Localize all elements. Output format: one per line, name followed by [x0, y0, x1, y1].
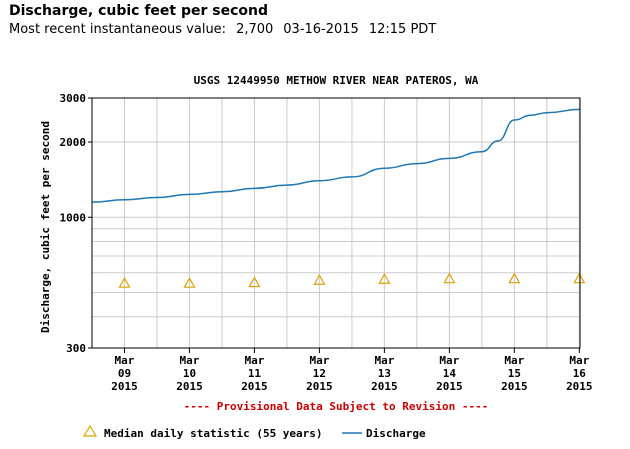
chart-title: USGS 12449950 METHOW RIVER NEAR PATEROS,…	[194, 74, 479, 87]
recent-date: 03-16-2015	[283, 22, 359, 37]
recent-time: 12:15 PDT	[368, 22, 437, 37]
x-tick-label: Mar	[374, 354, 394, 367]
x-tick-label: Mar	[180, 354, 200, 367]
x-tick-label: 2015	[306, 380, 333, 393]
discharge-line	[91, 108, 581, 203]
x-tick-label: 11	[248, 367, 262, 380]
x-tick-label: 2015	[111, 380, 138, 393]
median-marker	[443, 272, 456, 284]
series-layer	[91, 108, 586, 288]
median-marker	[248, 276, 261, 288]
y-tick-label: 1000	[60, 211, 87, 224]
page-title: Discharge, cubic feet per second	[9, 3, 269, 19]
x-tick-label: 2015	[371, 380, 398, 393]
x-tick-label: 14	[443, 367, 457, 380]
plot-frame	[91, 97, 581, 349]
x-tick-label: Mar	[309, 354, 329, 367]
x-tick-label: 2015	[501, 380, 528, 393]
x-tick-label: 2015	[566, 380, 593, 393]
x-tick-label: 16	[573, 367, 587, 380]
x-tick-label: 2015	[241, 380, 268, 393]
x-tick-label: 10	[183, 367, 196, 380]
x-tick-label: 2015	[436, 380, 463, 393]
median-marker	[573, 272, 586, 284]
x-tick-label: 2015	[176, 380, 203, 393]
median-marker	[183, 276, 196, 288]
x-tick-label: Mar	[115, 354, 135, 367]
x-tick-label: 09	[118, 367, 131, 380]
x-tick-label: 15	[508, 367, 521, 380]
x-tick-label: Mar	[569, 354, 589, 367]
y-axis-label: Discharge, cubic feet per second	[39, 121, 52, 333]
y-tick-label: 2000	[60, 136, 87, 149]
median-marker	[508, 272, 521, 284]
x-tick-label: 12	[313, 367, 326, 380]
median-marker	[378, 273, 391, 284]
y-tick-labels: 300 1000 2000 3000	[60, 92, 92, 355]
y-tick-label: 3000	[60, 92, 87, 105]
x-tick-label: 13	[378, 367, 391, 380]
median-marker	[313, 273, 326, 285]
median-marker	[118, 276, 131, 288]
x-tick-label: Mar	[439, 354, 459, 367]
recent-value-label: Most recent instantaneous value:	[9, 22, 227, 37]
legend: Median daily statistic (55 years) Discha…	[82, 424, 426, 440]
grid-layer	[92, 98, 580, 348]
legend-median-label: Median daily statistic (55 years)	[104, 427, 323, 440]
provisional-notice: ---- Provisional Data Subject to Revisio…	[184, 400, 489, 413]
recent-value: 2,700	[236, 22, 274, 37]
x-tick-label: Mar	[245, 354, 265, 367]
x-tick-label: Mar	[504, 354, 524, 367]
legend-discharge-label: Discharge	[366, 427, 426, 440]
legend-median-marker	[82, 424, 98, 437]
recent-value-line: Most recent instantaneous value: 2,700 03-…	[9, 22, 446, 37]
x-tick-labels: Mar092015Mar102015Mar112015Mar122015Mar1…	[111, 348, 593, 393]
y-tick-label: 300	[66, 342, 86, 355]
